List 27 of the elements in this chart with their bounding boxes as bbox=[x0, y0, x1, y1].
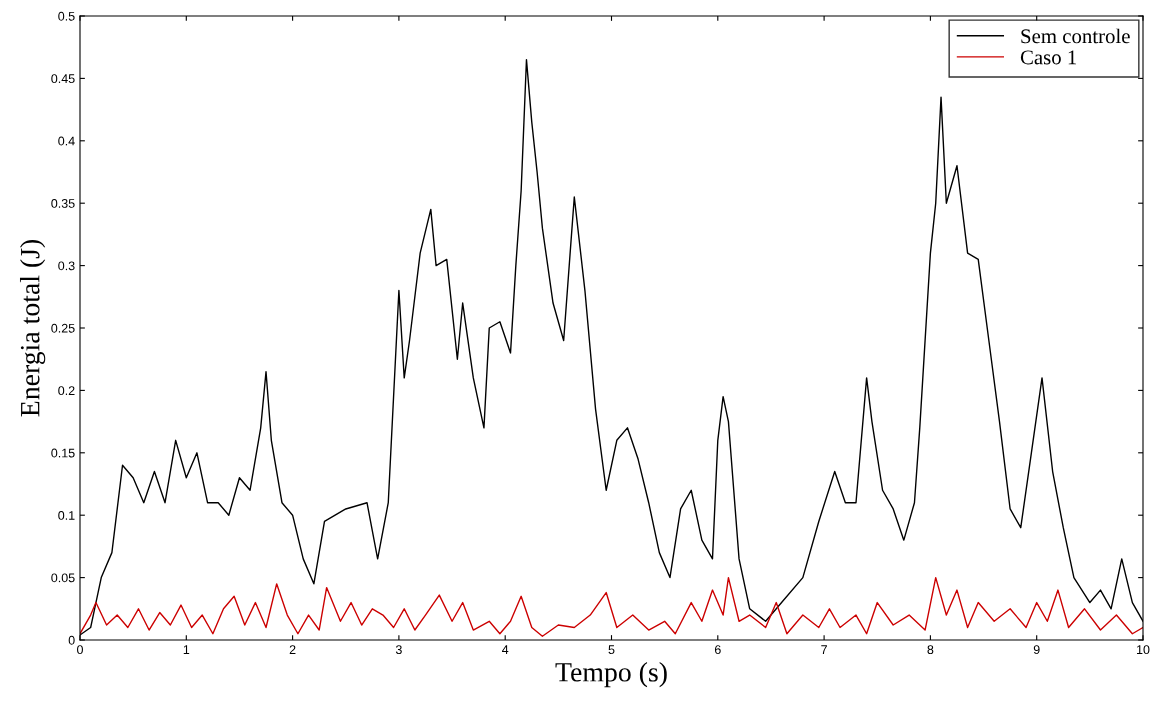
x-tick-label: 6 bbox=[714, 645, 721, 655]
y-tick-label: 0.25 bbox=[51, 323, 75, 333]
y-tick-label: 0.5 bbox=[58, 11, 75, 21]
x-tick-label: 8 bbox=[927, 645, 934, 655]
y-tick-label: 0.3 bbox=[58, 261, 75, 271]
y-tick-label: 0.2 bbox=[58, 386, 75, 396]
x-tick-label: 5 bbox=[608, 645, 615, 655]
x-tick-label: 1 bbox=[183, 645, 190, 654]
y-tick-label: 0.1 bbox=[58, 511, 75, 520]
y-axis-title: Energia total (J) bbox=[19, 239, 46, 417]
y-tick-label: 0.45 bbox=[51, 74, 75, 84]
line-series bbox=[80, 576, 1143, 637]
legend-label: Sem controle bbox=[1021, 28, 1130, 44]
x-tick-label: 3 bbox=[395, 645, 402, 655]
y-tick-label: 0.05 bbox=[51, 573, 75, 583]
x-tick-label: 2 bbox=[289, 645, 296, 654]
x-tick-label: 4 bbox=[502, 645, 509, 654]
y-tick-label: 0.4 bbox=[58, 136, 75, 146]
x-tick-label: 0 bbox=[77, 645, 83, 655]
x-tick-label: 7 bbox=[821, 645, 827, 654]
x-tick-label: 10 bbox=[1137, 645, 1150, 655]
legend-label: Caso 1 bbox=[1020, 50, 1077, 65]
y-tick-label: 0 bbox=[68, 635, 75, 645]
x-tick-label: 9 bbox=[1033, 645, 1040, 655]
y-tick-label: 0.35 bbox=[51, 199, 75, 208]
x-axis-title: Tempo (s) bbox=[555, 662, 667, 688]
y-tick-label: 0.15 bbox=[51, 448, 75, 458]
